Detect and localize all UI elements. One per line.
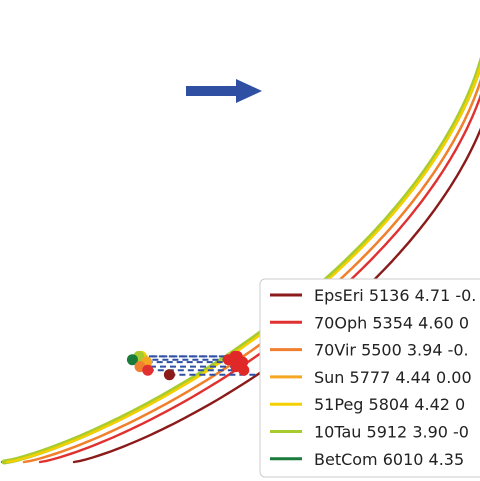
shift-arrow-icon bbox=[186, 79, 262, 103]
series-line-4 bbox=[5, 63, 480, 464]
legend-label-6: BetCom 6010 4.35 bbox=[314, 450, 464, 469]
series-line-0 bbox=[72, 127, 480, 464]
legend-label-2: 70Vir 5500 3.94 -0. bbox=[314, 341, 469, 360]
legend-label-1: 70Oph 5354 4.60 0 bbox=[314, 313, 469, 332]
legend: EpsEri 5136 4.71 -0. 70Oph 5354 4.60 0 70V… bbox=[259, 278, 480, 478]
series-line-2 bbox=[22, 78, 480, 464]
legend-frame bbox=[259, 278, 480, 478]
marker-target-2 bbox=[222, 354, 234, 366]
marker-point-6 bbox=[163, 369, 175, 381]
series-curves bbox=[0, 56, 480, 465]
series-line-1 bbox=[38, 93, 480, 464]
marker-target-5 bbox=[238, 364, 250, 376]
legend-label-3: Sun 5777 4.44 0.00 bbox=[314, 368, 472, 387]
legend-label-4: 51Peg 5804 4.42 0 bbox=[314, 395, 465, 414]
legend-label-5: 10Tau 5912 3.90 -0 bbox=[314, 423, 469, 442]
legend-label-0: EpsEri 5136 4.71 -0. bbox=[314, 286, 476, 305]
series-markers bbox=[126, 350, 271, 381]
marker-point-2 bbox=[126, 354, 138, 366]
marker-point-5 bbox=[142, 364, 154, 376]
